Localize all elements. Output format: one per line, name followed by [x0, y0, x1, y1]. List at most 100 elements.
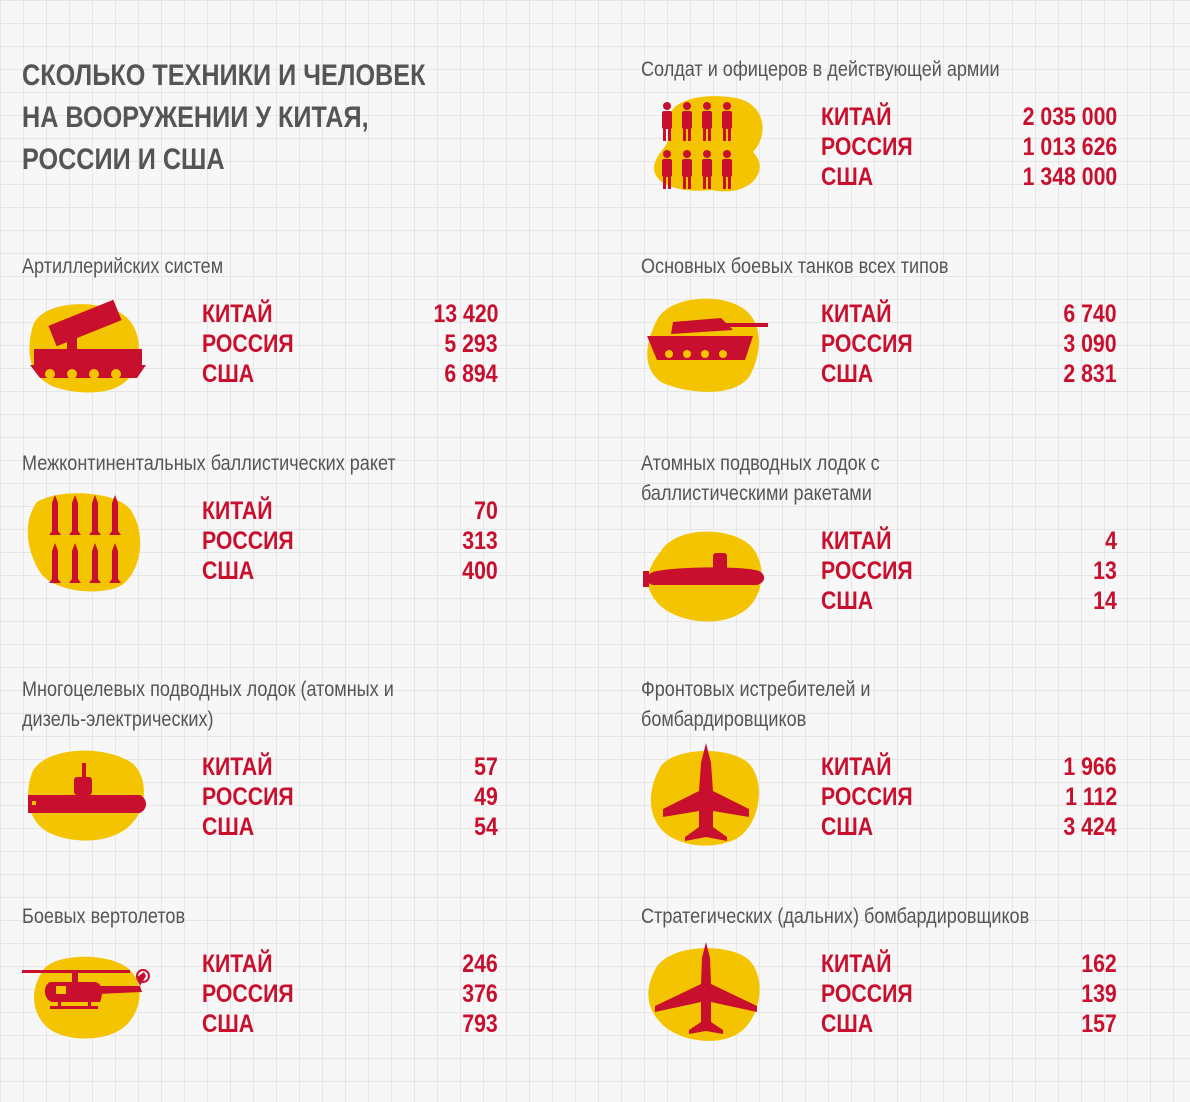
section-fighters: Фронтовых истребителей и бомбардировщико… [641, 675, 1161, 875]
stat-value: 313 [462, 527, 498, 555]
stat-row-usa: США 1 348 000 [821, 162, 1117, 192]
stat-row-china: КИТАЙ 1 966 [821, 752, 1117, 782]
stat-value: 3 090 [1063, 330, 1117, 358]
country-label: РОССИЯ [202, 783, 294, 811]
country-label: РОССИЯ [202, 527, 294, 555]
country-label: РОССИЯ [821, 133, 913, 161]
section-helicopters: Боевых вертолетов КИТАЙ 246 РОССИЯ 376 США… [22, 902, 542, 1102]
country-label: РОССИЯ [202, 330, 294, 358]
stat-row-usa: США 54 [202, 812, 498, 842]
section-title: Атомных подводных лодок с баллистическим… [641, 452, 880, 505]
stat-row-usa: США 793 [202, 1009, 498, 1039]
country-label: КИТАЙ [202, 753, 273, 781]
stats-list: КИТАЙ 246 РОССИЯ 376 США 793 [202, 949, 498, 1039]
country-label: РОССИЯ [821, 783, 913, 811]
stat-value: 6 894 [444, 360, 498, 388]
stat-row-russia: РОССИЯ 1 112 [821, 782, 1117, 812]
country-label: КИТАЙ [821, 527, 892, 555]
stat-row-china: КИТАЙ 70 [202, 496, 498, 526]
stats-list: КИТАЙ 13 420 РОССИЯ 5 293 США 6 894 [202, 299, 498, 389]
country-label: КИТАЙ [821, 950, 892, 978]
stat-row-china: КИТАЙ 246 [202, 949, 498, 979]
stat-row-russia: РОССИЯ 313 [202, 526, 498, 556]
country-label: США [821, 1010, 874, 1038]
stats-list: КИТАЙ 4 РОССИЯ 13 США 14 [821, 526, 1117, 616]
section-title: Боевых вертолетов [22, 905, 186, 928]
stat-value: 1 013 626 [1022, 133, 1117, 161]
country-label: США [202, 1010, 255, 1038]
stat-row-china: КИТАЙ 13 420 [202, 299, 498, 329]
stats-list: КИТАЙ 162 РОССИЯ 139 США 157 [821, 949, 1117, 1039]
stat-value: 14 [1093, 587, 1117, 615]
stat-value: 6 740 [1063, 300, 1117, 328]
section-title: Многоцелевых подводных лодок (атомных и … [22, 678, 394, 731]
stat-value: 400 [462, 557, 498, 585]
stat-value: 5 293 [444, 330, 498, 358]
country-label: США [821, 360, 874, 388]
stat-value: 162 [1081, 950, 1117, 978]
artillery-icon [22, 294, 152, 404]
stat-value: 57 [474, 753, 498, 781]
stat-value: 2 831 [1063, 360, 1117, 388]
section-title: Межконтинентальных баллистических ракет [22, 452, 396, 475]
section-title: Солдат и офицеров в действующей армии [641, 58, 1000, 81]
stat-row-usa: США 2 831 [821, 359, 1117, 389]
country-label: КИТАЙ [821, 753, 892, 781]
stat-row-china: КИТАЙ 162 [821, 949, 1117, 979]
stat-value: 793 [462, 1010, 498, 1038]
stats-list: КИТАЙ 2 035 000 РОССИЯ 1 013 626 США 1 348 … [821, 102, 1117, 192]
country-label: КИТАЙ [202, 300, 273, 328]
stat-row-russia: РОССИЯ 3 090 [821, 329, 1117, 359]
stat-row-russia: РОССИЯ 376 [202, 979, 498, 1009]
stat-row-china: КИТАЙ 2 035 000 [821, 102, 1117, 132]
country-label: КИТАЙ [202, 497, 273, 525]
stat-row-russia: РОССИЯ 49 [202, 782, 498, 812]
stat-value: 13 420 [433, 300, 498, 328]
country-label: КИТАЙ [821, 103, 892, 131]
helicopter-icon [22, 942, 152, 1052]
stat-row-usa: США 14 [821, 586, 1117, 616]
section-tanks: Основных боевых танков всех типов КИТАЙ 6… [641, 252, 1161, 452]
page-title: СКОЛЬКО ТЕХНИКИ И ЧЕЛОВЕК НА ВООРУЖЕНИИ … [22, 59, 426, 176]
stat-row-usa: США 6 894 [202, 359, 498, 389]
stat-value: 1 966 [1063, 753, 1117, 781]
country-label: США [202, 813, 255, 841]
country-label: РОССИЯ [202, 980, 294, 1008]
section-soldiers: Солдат и офицеров в действующей армии КИ… [641, 55, 1161, 255]
stat-row-russia: РОССИЯ 13 [821, 556, 1117, 586]
stat-value: 1 348 000 [1022, 163, 1117, 191]
section-artillery: Артиллерийских систем КИТАЙ 13 420 РОССИЯ… [22, 252, 542, 452]
stat-value: 70 [474, 497, 498, 525]
stat-value: 139 [1081, 980, 1117, 1008]
country-label: США [821, 163, 874, 191]
stat-value: 157 [1081, 1010, 1117, 1038]
section-ssbn: Атомных подводных лодок с баллистическим… [641, 449, 1161, 649]
country-label: РОССИЯ [821, 980, 913, 1008]
stat-value: 1 112 [1064, 783, 1117, 811]
tank-icon [641, 292, 771, 402]
section-title: Артиллерийских систем [22, 255, 224, 278]
stats-list: КИТАЙ 1 966 РОССИЯ 1 112 США 3 424 [821, 752, 1117, 842]
country-label: США [202, 557, 255, 585]
stat-value: 2 035 000 [1022, 103, 1117, 131]
stats-list: КИТАЙ 57 РОССИЯ 49 США 54 [202, 752, 498, 842]
stat-row-russia: РОССИЯ 1 013 626 [821, 132, 1117, 162]
section-title: Фронтовых истребителей и бомбардировщико… [641, 678, 871, 731]
missiles-icon [22, 487, 152, 597]
stat-row-russia: РОССИЯ 5 293 [202, 329, 498, 359]
stat-value: 3 424 [1063, 813, 1117, 841]
stat-row-usa: США 400 [202, 556, 498, 586]
country-label: РОССИЯ [821, 557, 913, 585]
stat-row-usa: США 3 424 [821, 812, 1117, 842]
stat-value: 4 [1105, 527, 1117, 555]
stat-value: 246 [462, 950, 498, 978]
stat-value: 54 [474, 813, 498, 841]
stat-row-china: КИТАЙ 4 [821, 526, 1117, 556]
submarine-icon [641, 521, 771, 631]
section-title: Стратегических (дальних) бомбардировщико… [641, 905, 1030, 928]
stat-row-china: КИТАЙ 6 740 [821, 299, 1117, 329]
submarine-side-icon [22, 743, 152, 853]
bomber-icon [641, 938, 771, 1048]
stats-list: КИТАЙ 70 РОССИЯ 313 США 400 [202, 496, 498, 586]
fighter-jet-icon [641, 741, 771, 851]
